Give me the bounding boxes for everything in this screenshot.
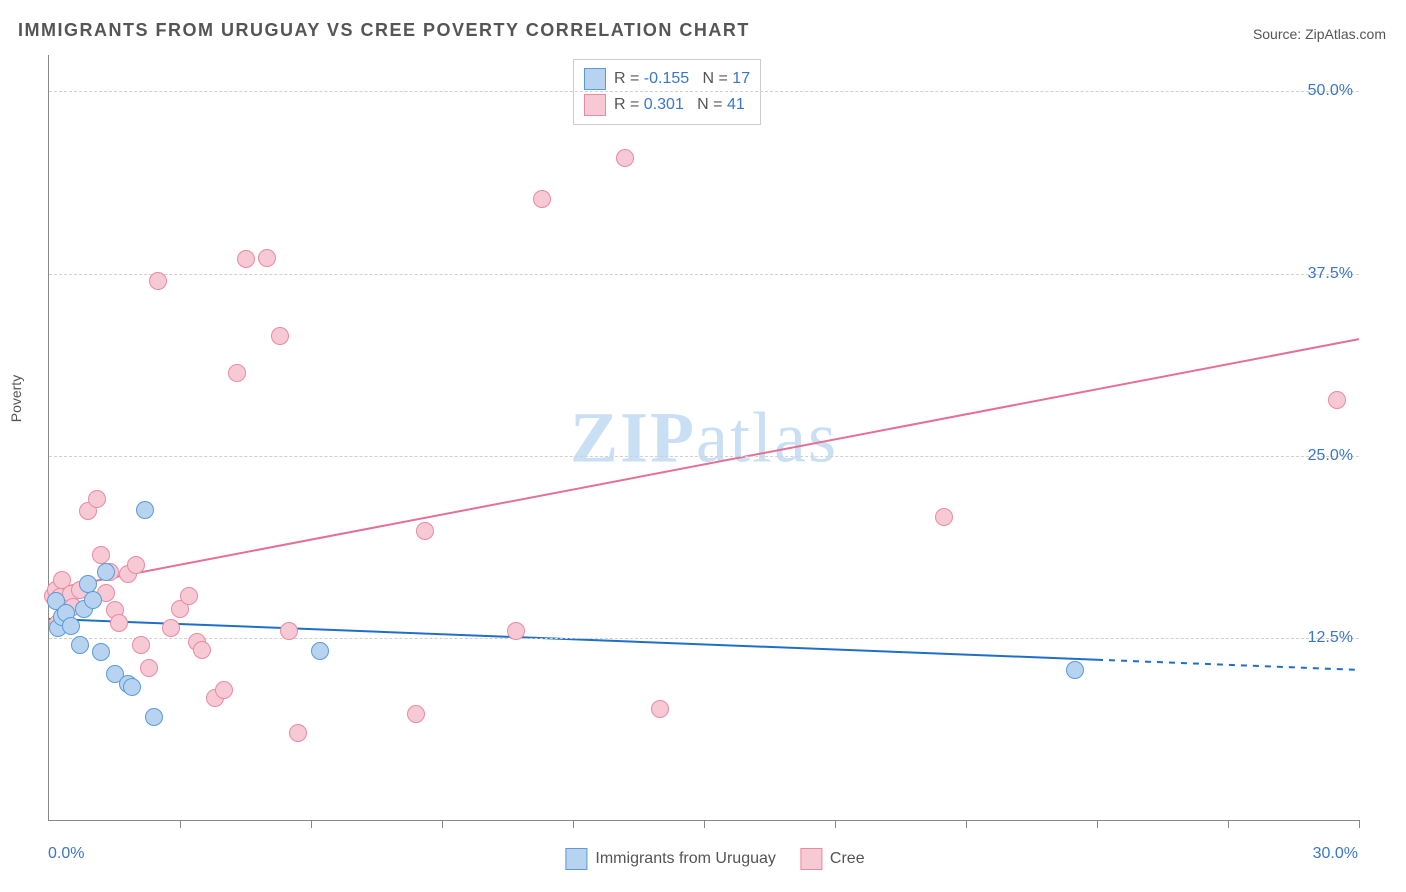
legend-series-label: Immigrants from Uruguay xyxy=(595,850,776,867)
gridline xyxy=(49,456,1359,457)
x-tick xyxy=(180,820,181,828)
x-tick xyxy=(704,820,705,828)
legend-swatch xyxy=(584,94,606,116)
y-axis-label: Poverty xyxy=(8,375,24,422)
legend-r-value: -0.155 xyxy=(644,70,689,87)
y-tick-label: 50.0% xyxy=(1308,82,1353,100)
legend-swatch xyxy=(800,848,822,870)
y-tick-label: 25.0% xyxy=(1308,447,1353,465)
x-axis-max-label: 30.0% xyxy=(1313,845,1358,863)
legend-series-label: Cree xyxy=(830,850,865,867)
plot-area: ZIPatlas R = -0.155 N = 17R = 0.301 N = … xyxy=(48,55,1359,821)
x-tick xyxy=(1228,820,1229,828)
series-legend: Immigrants from Uruguay Cree xyxy=(541,848,864,870)
source-attribution: Source: ZipAtlas.com xyxy=(1253,26,1386,42)
x-tick xyxy=(1359,820,1360,828)
gridline xyxy=(49,638,1359,639)
legend-r-value: 0.301 xyxy=(644,96,684,113)
legend-n-value: 41 xyxy=(727,96,745,113)
trendlines-layer xyxy=(49,55,1359,820)
x-tick xyxy=(311,820,312,828)
y-tick-label: 37.5% xyxy=(1308,265,1353,283)
x-tick xyxy=(1097,820,1098,828)
y-tick-label: 12.5% xyxy=(1308,629,1353,647)
trendline xyxy=(49,619,1097,660)
x-tick xyxy=(573,820,574,828)
trendline xyxy=(49,339,1359,590)
stats-legend-row-cree: R = 0.301 N = 41 xyxy=(584,92,750,118)
x-tick xyxy=(835,820,836,828)
gridline xyxy=(49,91,1359,92)
source-name: ZipAtlas.com xyxy=(1305,26,1386,42)
legend-n-value: 17 xyxy=(732,70,750,87)
legend-swatch xyxy=(584,68,606,90)
gridline xyxy=(49,274,1359,275)
x-tick xyxy=(966,820,967,828)
x-axis-min-label: 0.0% xyxy=(48,845,84,863)
chart-title: IMMIGRANTS FROM URUGUAY VS CREE POVERTY … xyxy=(18,20,750,41)
x-tick xyxy=(442,820,443,828)
trendline xyxy=(1097,660,1359,670)
source-prefix: Source: xyxy=(1253,26,1305,42)
stats-legend-row-uruguay: R = -0.155 N = 17 xyxy=(584,66,750,92)
legend-swatch xyxy=(565,848,587,870)
